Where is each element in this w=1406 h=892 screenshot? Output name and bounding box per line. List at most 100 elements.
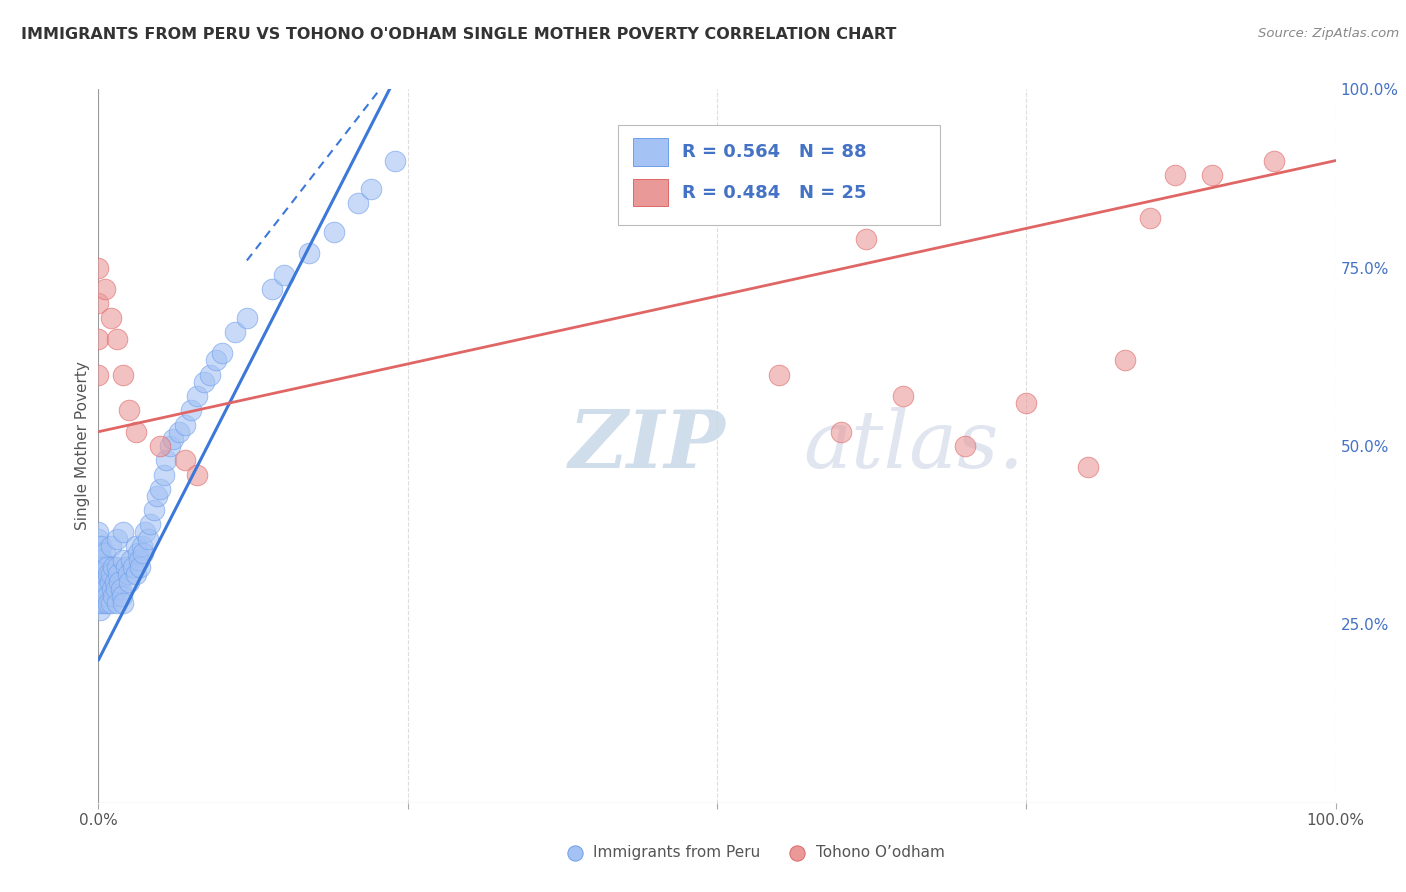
FancyBboxPatch shape <box>619 125 939 225</box>
Point <box>104 582 127 596</box>
Point <box>174 417 197 432</box>
Point <box>120 553 142 567</box>
Point <box>186 467 208 482</box>
Point <box>114 560 136 574</box>
Point <box>111 589 134 603</box>
Point <box>117 567 139 582</box>
Point <box>100 596 122 610</box>
Point <box>90 567 112 582</box>
Point <box>105 332 128 346</box>
Point <box>107 567 129 582</box>
Point <box>87 539 110 553</box>
Point <box>89 574 111 589</box>
Point <box>89 560 111 574</box>
Point <box>112 553 135 567</box>
Point <box>103 574 125 589</box>
Point <box>91 582 114 596</box>
Point <box>174 453 197 467</box>
Point <box>167 425 190 439</box>
Point <box>131 539 153 553</box>
Point <box>136 532 159 546</box>
Point <box>90 539 112 553</box>
Point <box>298 246 321 260</box>
Point <box>87 553 110 567</box>
Point <box>97 596 120 610</box>
Point <box>96 589 118 603</box>
Point <box>186 389 208 403</box>
Text: R = 0.484   N = 25: R = 0.484 N = 25 <box>682 184 868 202</box>
Point <box>347 196 370 211</box>
Point <box>90 596 112 610</box>
Point <box>103 589 125 603</box>
Point <box>93 589 115 603</box>
Point <box>155 453 177 467</box>
Point <box>93 560 115 574</box>
Point <box>87 332 110 346</box>
Point <box>1114 353 1136 368</box>
Text: ZIP: ZIP <box>568 408 725 484</box>
Point <box>1077 460 1099 475</box>
Point <box>87 260 110 275</box>
Point <box>93 282 115 296</box>
Point <box>128 553 150 567</box>
Point <box>153 467 176 482</box>
Text: Tohono O’odham: Tohono O’odham <box>815 846 945 860</box>
Point <box>1139 211 1161 225</box>
Point <box>236 310 259 325</box>
Point <box>132 546 155 560</box>
Y-axis label: Single Mother Poverty: Single Mother Poverty <box>75 361 90 531</box>
Point <box>224 325 246 339</box>
Point <box>112 596 135 610</box>
Point <box>193 375 215 389</box>
Point <box>134 524 156 539</box>
Point <box>830 425 852 439</box>
Point <box>87 532 110 546</box>
Point <box>273 268 295 282</box>
Point <box>89 589 111 603</box>
Point <box>129 560 152 574</box>
Point <box>768 368 790 382</box>
Point <box>891 389 914 403</box>
Point <box>96 560 118 574</box>
Point <box>1164 168 1187 182</box>
Point <box>205 353 228 368</box>
Point <box>1015 396 1038 410</box>
Point <box>87 567 110 582</box>
Point <box>260 282 283 296</box>
Point <box>87 546 110 560</box>
Point <box>87 296 110 310</box>
Point <box>100 567 122 582</box>
Point <box>384 153 406 168</box>
Point <box>118 403 141 417</box>
Point <box>1201 168 1223 182</box>
Point <box>139 517 162 532</box>
Point <box>180 403 202 417</box>
Point <box>149 439 172 453</box>
Point <box>143 503 166 517</box>
Point <box>198 368 221 382</box>
Point <box>149 482 172 496</box>
Point <box>105 560 128 574</box>
FancyBboxPatch shape <box>633 179 668 206</box>
Point <box>159 439 181 453</box>
FancyBboxPatch shape <box>633 138 668 166</box>
Point <box>97 567 120 582</box>
Point <box>162 432 184 446</box>
Point <box>145 489 167 503</box>
Point <box>322 225 344 239</box>
Point <box>93 596 115 610</box>
Text: R = 0.564   N = 88: R = 0.564 N = 88 <box>682 143 868 161</box>
Point <box>105 596 128 610</box>
Text: atlas.: atlas. <box>804 408 1025 484</box>
Point <box>87 560 110 574</box>
Point <box>103 560 125 574</box>
Text: IMMIGRANTS FROM PERU VS TOHONO O'ODHAM SINGLE MOTHER POVERTY CORRELATION CHART: IMMIGRANTS FROM PERU VS TOHONO O'ODHAM S… <box>21 27 897 42</box>
Point <box>127 546 149 560</box>
Point <box>124 567 146 582</box>
Point <box>118 574 141 589</box>
Text: Immigrants from Peru: Immigrants from Peru <box>593 846 761 860</box>
Point <box>87 368 110 382</box>
Point <box>93 574 115 589</box>
Point <box>211 346 233 360</box>
Point <box>101 582 124 596</box>
